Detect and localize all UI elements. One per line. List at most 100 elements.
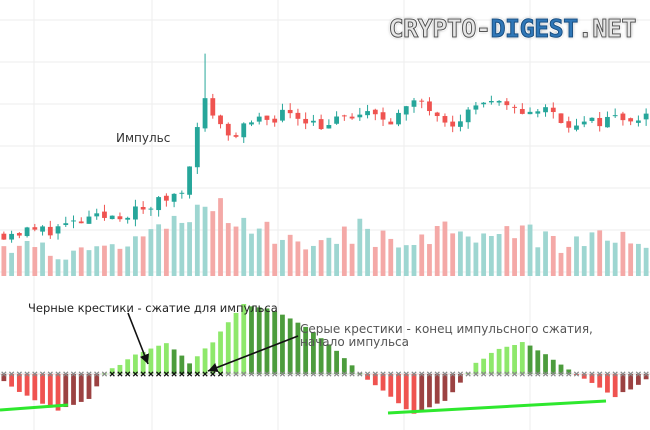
histogram-bar bbox=[450, 374, 456, 393]
candle-body bbox=[133, 206, 138, 220]
histogram-bar bbox=[628, 374, 634, 390]
volume-bar bbox=[225, 223, 231, 276]
candle-body bbox=[225, 123, 231, 136]
histogram-bar bbox=[303, 326, 309, 374]
candle-body bbox=[171, 193, 177, 202]
squeeze-cross bbox=[496, 371, 502, 377]
volume-bars bbox=[1, 198, 649, 276]
candle-body bbox=[1, 233, 7, 240]
histogram-bar bbox=[171, 349, 177, 374]
candle-body bbox=[403, 106, 409, 115]
volume-bar bbox=[388, 238, 394, 276]
squeeze-cross bbox=[287, 371, 293, 377]
candle-body bbox=[210, 98, 216, 116]
histogram-bar bbox=[473, 362, 479, 374]
histogram-bar bbox=[63, 374, 69, 408]
squeeze-cross bbox=[272, 371, 278, 377]
candle-body bbox=[458, 121, 463, 127]
volume-bar bbox=[9, 252, 15, 276]
candle-body bbox=[372, 109, 378, 115]
squeeze-crosses bbox=[1, 371, 649, 377]
candle-body bbox=[465, 109, 471, 123]
volume-bar bbox=[372, 246, 378, 276]
squeeze-cross bbox=[101, 371, 108, 377]
trend-line-right bbox=[387, 399, 607, 415]
histogram-bar bbox=[597, 374, 603, 388]
volume-bar bbox=[47, 255, 53, 276]
histogram-bar bbox=[133, 354, 138, 374]
candle-body bbox=[589, 117, 595, 121]
candle-body bbox=[504, 101, 510, 106]
squeeze-cross bbox=[233, 371, 239, 377]
histogram-bar bbox=[535, 350, 541, 374]
histogram-bar bbox=[272, 311, 278, 374]
volume-bar bbox=[597, 230, 603, 276]
histogram-bar bbox=[512, 345, 517, 374]
volume-bar bbox=[411, 244, 417, 276]
histogram-bar bbox=[543, 354, 548, 374]
histogram-bar bbox=[148, 348, 154, 374]
histogram-bar bbox=[566, 369, 572, 374]
volume-bar bbox=[1, 246, 7, 276]
candle-body bbox=[295, 112, 301, 119]
squeeze-cross bbox=[442, 371, 448, 377]
squeeze-cross bbox=[217, 371, 224, 377]
candle-body bbox=[280, 109, 285, 121]
histogram-bar bbox=[47, 374, 53, 408]
histogram-bar bbox=[109, 368, 115, 374]
histogram-bar bbox=[372, 374, 378, 386]
volume-bar bbox=[202, 206, 208, 276]
volume-bar bbox=[527, 224, 533, 276]
volume-bar bbox=[163, 228, 169, 276]
candle-body bbox=[357, 114, 363, 118]
volume-bar bbox=[496, 234, 502, 276]
candle-body bbox=[218, 115, 223, 125]
candle-body bbox=[442, 116, 448, 123]
candle-body bbox=[94, 213, 100, 217]
squeeze-cross bbox=[581, 371, 587, 377]
candle-body bbox=[102, 211, 107, 218]
histogram-bar bbox=[403, 374, 409, 410]
volume-bar bbox=[256, 228, 262, 276]
candle-body bbox=[63, 223, 69, 226]
volume-bar bbox=[133, 236, 138, 276]
histogram-bar bbox=[40, 374, 45, 404]
squeeze-cross bbox=[117, 371, 123, 377]
squeeze-cross bbox=[620, 371, 626, 377]
volume-bar bbox=[396, 247, 401, 276]
histogram-bar bbox=[341, 358, 347, 374]
squeeze-cross bbox=[473, 371, 479, 377]
squeeze-cross bbox=[318, 371, 324, 377]
candle-body bbox=[32, 227, 38, 230]
candle-body bbox=[396, 112, 401, 125]
impulse-label: Импульс bbox=[116, 131, 171, 145]
squeeze-cross bbox=[457, 371, 464, 377]
squeeze-cross bbox=[333, 371, 340, 377]
candle-body bbox=[628, 118, 634, 122]
volume-bar bbox=[55, 259, 61, 276]
squeeze-cross bbox=[357, 371, 363, 377]
candle-body bbox=[527, 111, 533, 115]
squeeze-cross bbox=[47, 371, 53, 377]
volume-bar bbox=[16, 245, 22, 276]
candle-body bbox=[496, 100, 502, 103]
candle-body bbox=[256, 116, 262, 122]
squeeze-cross bbox=[542, 371, 549, 377]
candle-body bbox=[310, 120, 316, 123]
trend-line-left bbox=[0, 403, 69, 412]
histogram-bar bbox=[202, 348, 208, 374]
volume-bar bbox=[341, 226, 347, 276]
squeeze-cross bbox=[295, 371, 301, 377]
volume-bar bbox=[427, 244, 432, 276]
histogram-bar bbox=[241, 304, 247, 374]
candle-body bbox=[78, 221, 84, 224]
volume-bar bbox=[287, 234, 293, 276]
squeeze-cross bbox=[341, 371, 348, 377]
histogram-bar bbox=[310, 332, 316, 374]
squeeze-cross bbox=[241, 371, 247, 377]
candle-body bbox=[574, 125, 579, 130]
volume-bar bbox=[620, 231, 626, 276]
candle-body bbox=[287, 109, 293, 114]
histogram-bar bbox=[86, 374, 92, 399]
